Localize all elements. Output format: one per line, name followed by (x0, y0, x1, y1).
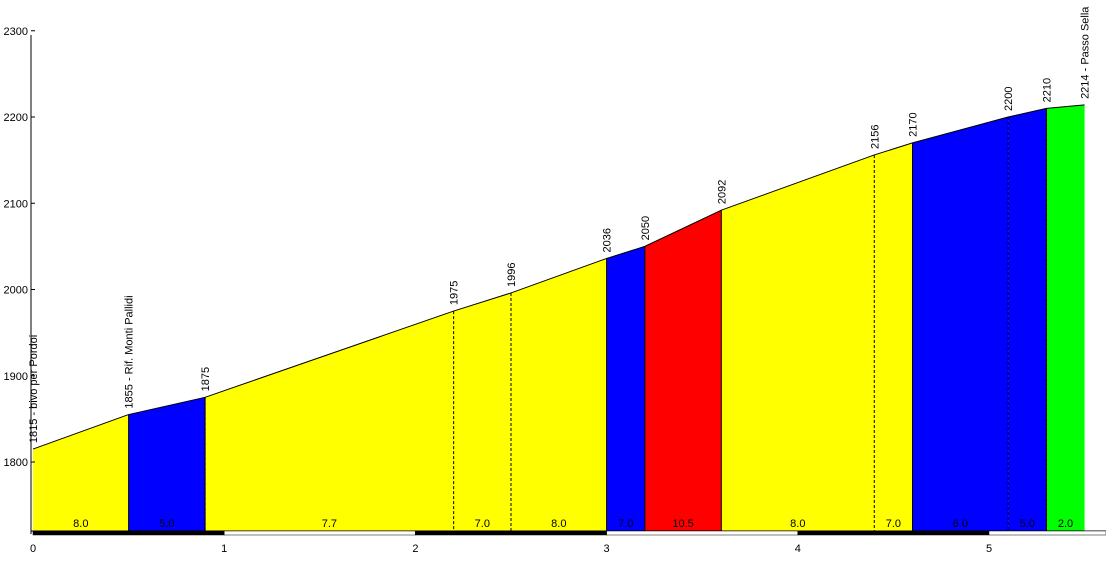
grade-label: 10.5 (672, 518, 693, 530)
grade-label: 8.0 (790, 518, 805, 530)
elevation-label: 2050 (640, 216, 652, 240)
elevation-label: 1815 - bivo per Pordoi (28, 335, 40, 443)
elevation-label: 2214 - Passo Sella (1080, 6, 1092, 99)
elevation-label: 2092 (716, 180, 728, 204)
grade-label: 8.0 (73, 518, 88, 530)
grade-label: 8.0 (551, 518, 566, 530)
km-bar-segment (223, 530, 416, 536)
x-tick-label: 1 (221, 543, 227, 555)
segment-9 (912, 117, 1009, 531)
y-axis-ticks: 1800 1900 2000 2100 2200 2300 (4, 26, 35, 469)
grade-label: 7.0 (886, 518, 901, 530)
x-tick-label: 4 (795, 543, 801, 555)
segment-2 (205, 311, 454, 531)
grade-label: 7.7 (322, 518, 337, 530)
y-tick-label: 1900 (4, 371, 28, 383)
grade-label: 6.0 (953, 518, 968, 530)
elevation-label: 1875 (200, 367, 212, 391)
segment-dividers (128, 108, 1047, 531)
grade-labels: 8.0 5.0 7.7 7.0 8.0 7.0 10.5 8.0 7.0 6.0 5.0 2.0 (73, 518, 1073, 530)
segment-3 (453, 292, 511, 531)
grade-label: 7.0 (475, 518, 490, 530)
segment-1 (128, 397, 206, 531)
segment-8 (874, 142, 913, 531)
km-bar-segment (32, 530, 225, 536)
elevation-label: 2210 (1041, 78, 1053, 102)
segment-7 (721, 154, 875, 531)
km-bar-segment (797, 530, 990, 536)
segment-10 (1008, 108, 1047, 531)
km-bar-segment (988, 530, 1106, 536)
elevation-label: 2036 (602, 228, 614, 252)
segment-5 (606, 246, 645, 531)
segment-11 (1046, 104, 1085, 532)
elevation-label: 1855 - Rif. Monti Pallidi (124, 295, 136, 408)
elevation-label: 2200 (1003, 87, 1015, 111)
y-tick-label: 2000 (4, 285, 28, 297)
profile-outline (32, 104, 1085, 450)
x-tick-label: 0 (30, 543, 36, 555)
x-axis-ticks: 0 1 2 3 4 5 (30, 543, 992, 555)
x-tick-label: 3 (604, 543, 610, 555)
km-bar-segment (415, 530, 607, 536)
y-tick-label: 2300 (4, 26, 28, 38)
y-tick-label: 2200 (4, 112, 28, 124)
grade-label: 7.0 (618, 518, 633, 530)
gradient-segments (33, 104, 1085, 532)
grade-label: 5.0 (1020, 518, 1035, 530)
elevation-label: 2170 (908, 112, 920, 136)
x-tick-label: 2 (412, 543, 418, 555)
grade-label: 5.0 (159, 518, 174, 530)
elevation-label: 1996 (506, 262, 518, 286)
x-tick-label: 5 (986, 543, 992, 555)
elevation-label: 1975 (449, 281, 461, 305)
km-bar-segment (606, 530, 799, 536)
segment-0 (33, 414, 129, 531)
y-tick-label: 2100 (4, 198, 28, 210)
segment-6 (644, 210, 722, 531)
grade-label: 2.0 (1058, 518, 1073, 530)
elevation-label: 2156 (869, 124, 881, 148)
km-bar (32, 530, 1106, 536)
y-tick-label: 1800 (4, 457, 28, 469)
segment-4 (511, 258, 607, 531)
